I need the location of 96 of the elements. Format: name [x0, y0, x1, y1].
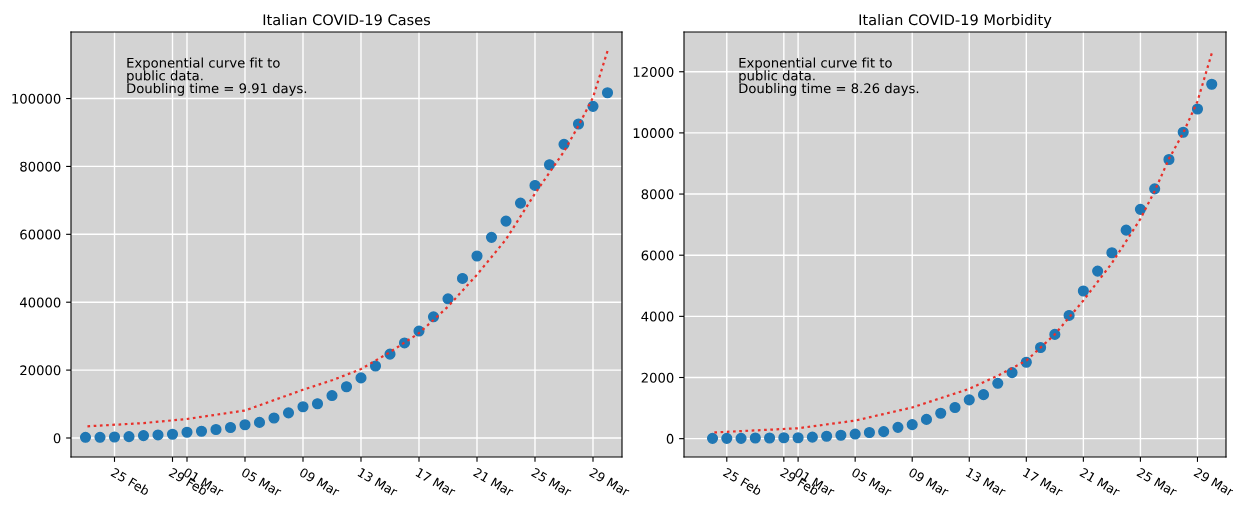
y-tick-label: 100000	[12, 93, 61, 104]
point	[1063, 309, 1075, 321]
x-tick-label: 29 Mar	[588, 467, 631, 497]
point	[311, 398, 324, 410]
point	[863, 426, 875, 439]
y-tick-label: 20000	[20, 365, 61, 376]
point	[123, 431, 135, 443]
point	[297, 401, 309, 413]
x-tick-label: 17 Mar	[415, 467, 457, 497]
point	[878, 426, 890, 438]
point	[587, 100, 599, 112]
annotation: Exponential curve fit to public data. Doubling time = 9.91 days.	[127, 57, 307, 96]
y-tick-label: 80000	[20, 161, 61, 172]
point	[224, 421, 237, 434]
point	[282, 407, 295, 419]
point	[1049, 328, 1061, 340]
point	[764, 432, 776, 444]
y-tick-label: 8000	[641, 189, 674, 200]
point	[963, 394, 975, 406]
x-tick-label: 13 Mar	[965, 467, 1007, 497]
point	[892, 421, 904, 433]
point	[1092, 265, 1104, 277]
point	[137, 430, 150, 442]
annotation: Exponential curve fit to public data. Doubling time = 8.26 days.	[739, 57, 919, 96]
point	[108, 431, 121, 443]
y-tick-label: 10000	[633, 128, 674, 139]
point	[369, 360, 382, 372]
x-tick-label: 25 Mar	[530, 467, 573, 497]
x-tick-label: 05 Mar	[851, 467, 893, 497]
point	[239, 419, 251, 431]
point	[977, 389, 990, 401]
point	[1077, 285, 1089, 297]
point	[253, 416, 266, 428]
point	[543, 159, 556, 171]
point	[166, 428, 179, 440]
point	[181, 426, 193, 438]
x-tick-label: 29 Mar	[1193, 467, 1233, 497]
x-tick-label: 09 Mar	[908, 467, 950, 497]
point	[920, 413, 933, 425]
point	[195, 425, 208, 437]
point	[79, 431, 92, 443]
point	[529, 179, 541, 191]
y-tick-label: 12000	[633, 66, 674, 77]
point	[471, 250, 483, 262]
point	[735, 432, 747, 444]
chart-title: Italian COVID-19 Morbidity	[859, 13, 1052, 29]
point	[849, 428, 861, 440]
point	[340, 381, 353, 393]
point	[94, 431, 106, 443]
point	[485, 231, 498, 243]
x-tick-label: 17 Mar	[1022, 467, 1064, 497]
x-tick-label: 21 Mar	[1079, 467, 1121, 497]
point	[721, 432, 733, 444]
point	[268, 412, 280, 424]
point	[792, 432, 804, 444]
x-tick-label: 21 Mar	[472, 467, 515, 497]
point	[326, 390, 338, 402]
x-tick-label: 25 Feb	[110, 467, 151, 496]
point	[706, 432, 719, 444]
point	[152, 429, 164, 441]
point	[601, 87, 614, 99]
x-tick-label: 05 Mar	[240, 467, 283, 497]
point	[749, 432, 761, 444]
point	[355, 372, 367, 384]
point	[992, 377, 1004, 389]
point	[806, 431, 818, 443]
y-tick-label: 0	[53, 433, 61, 444]
point	[500, 215, 512, 227]
point	[935, 407, 947, 419]
point	[1006, 367, 1018, 379]
point	[442, 293, 454, 305]
x-tick-label: 13 Mar	[357, 467, 399, 497]
x-tick-label: 25 Mar	[1136, 467, 1178, 497]
y-tick-label: 60000	[20, 229, 61, 240]
y-tick-label: 6000	[641, 250, 674, 261]
point	[1134, 203, 1146, 215]
x-tick-label: 25 Feb	[722, 467, 763, 496]
point	[1206, 78, 1218, 90]
point	[1106, 247, 1118, 259]
point	[778, 432, 790, 444]
point	[821, 430, 833, 442]
y-tick-label: 40000	[19, 297, 61, 308]
point	[514, 197, 527, 209]
point	[210, 423, 222, 436]
y-tick-label: 2000	[641, 372, 674, 383]
y-tick-label: 4000	[641, 311, 674, 322]
y-tick-label: 0	[666, 433, 674, 444]
point	[906, 419, 918, 431]
point	[1120, 224, 1132, 236]
chart-title: Italian COVID-19 Cases	[263, 13, 431, 26]
x-tick-label: 09 Mar	[298, 467, 341, 497]
point	[1035, 341, 1047, 354]
point	[835, 429, 847, 441]
point	[1191, 103, 1204, 115]
point	[949, 401, 961, 414]
point	[456, 272, 469, 285]
